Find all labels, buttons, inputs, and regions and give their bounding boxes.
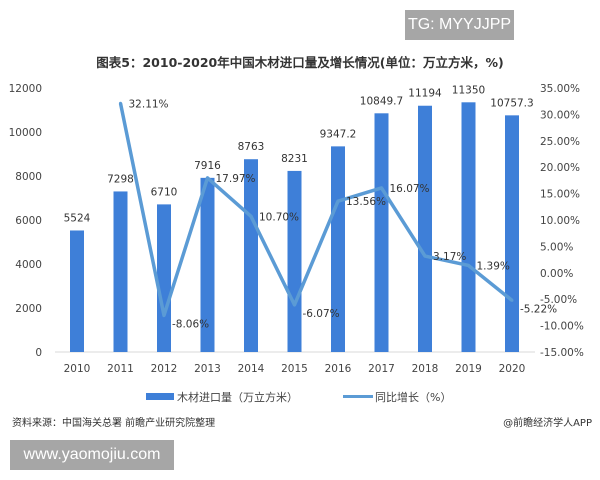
bar-2015 — [287, 170, 302, 352]
line-data-label: 13.56% — [346, 196, 386, 208]
line-data-label: -6.07% — [303, 308, 340, 320]
line-data-label: -8.06% — [172, 318, 209, 330]
source-note: 资料来源：中国海关总署 前瞻产业研究院整理 — [12, 418, 216, 429]
line-data-label: 17.97% — [216, 173, 256, 185]
right-tick-label: 15.00% — [540, 189, 580, 201]
bar-data-label: 9347.2 — [320, 128, 357, 140]
bar-data-label: 10757.3 — [490, 97, 533, 109]
bar-2012 — [157, 204, 171, 352]
bar-data-label: 7916 — [194, 160, 221, 172]
bar-2018 — [418, 105, 432, 353]
legend-bar-swatch — [146, 393, 174, 400]
legend-line-swatch — [343, 395, 373, 398]
right-tick-label: 25.00% — [540, 136, 580, 148]
x-tick-label: 2012 — [151, 363, 178, 375]
right-tick-label: 30.00% — [540, 109, 580, 121]
bar-data-label: 8763 — [238, 141, 265, 153]
chart-title: 图表5：2010-2020年中国木材进口量及增长情况(单位：万立方米，%) — [96, 55, 504, 70]
x-tick-label: 2015 — [281, 363, 308, 375]
growth-point-2016 — [336, 199, 340, 203]
growth-point-2015 — [293, 303, 296, 307]
bar-data-label: 7298 — [107, 173, 134, 185]
growth-point-2017 — [380, 186, 383, 190]
left-tick-label: 2000 — [15, 303, 42, 315]
left-tick-label: 4000 — [15, 259, 42, 271]
line-data-label: -5.22% — [520, 303, 557, 315]
x-tick-label: 2020 — [499, 363, 526, 375]
left-tick-label: 0 — [35, 347, 42, 359]
bar-data-label: 10849.7 — [360, 95, 403, 107]
bar-data-label: 5524 — [64, 212, 91, 224]
line-data-label: 3.17% — [433, 251, 466, 263]
bar-2017 — [374, 113, 389, 352]
watermark-site: www.yaomojiu.com — [10, 440, 174, 470]
growth-point-2011 — [119, 101, 122, 105]
bar-2016 — [331, 146, 345, 352]
line-data-label: 10.70% — [259, 211, 299, 223]
credit-note: @前瞻经济学人APP — [503, 418, 592, 429]
line-data-label: 32.11% — [129, 98, 169, 110]
bar-data-label: 8231 — [281, 153, 308, 165]
right-tick-label: 5.00% — [540, 241, 573, 253]
x-tick-label: 2016 — [325, 363, 352, 375]
x-tick-label: 2018 — [412, 363, 439, 375]
growth-line — [118, 102, 514, 318]
bar-2019 — [461, 102, 476, 352]
bar-data-label: 11194 — [408, 88, 442, 100]
bar-2020 — [505, 115, 519, 352]
right-tick-label: -15.00% — [540, 347, 584, 359]
legend-bar-label: 木材进口量（万立方米） — [177, 390, 298, 404]
growth-point-2018 — [423, 254, 427, 258]
legend-line-label: 同比增长（%） — [375, 390, 451, 404]
growth-point-2013 — [206, 176, 209, 180]
left-tick-label: 6000 — [15, 215, 42, 227]
growth-point-2012 — [162, 313, 166, 317]
right-tick-label: 35.00% — [540, 83, 580, 95]
x-tick-label: 2019 — [455, 363, 482, 375]
growth-point-2020 — [510, 298, 514, 302]
x-tick-label: 2014 — [238, 363, 265, 375]
watermark-tg: TG: MYYJJPP — [405, 10, 514, 40]
bar-2010 — [70, 230, 84, 352]
growth-point-2014 — [249, 214, 253, 218]
x-tick-label: 2013 — [194, 363, 221, 375]
right-tick-label: 0.00% — [540, 268, 573, 280]
bar-2014 — [244, 159, 258, 352]
x-tick-label: 2011 — [107, 363, 134, 375]
left-tick-label: 10000 — [9, 127, 42, 139]
x-tick-label: 2010 — [64, 363, 91, 375]
chart: 0 2000 4000 6000 8000 10000 12000 -15.00% -10.00… — [9, 83, 584, 404]
line-data-label: 1.39% — [477, 260, 510, 272]
right-tick-label: 20.00% — [540, 162, 580, 174]
right-tick-label: 10.00% — [540, 215, 580, 227]
right-tick-label: -5.00% — [540, 294, 577, 306]
right-tick-label: -10.00% — [540, 321, 584, 333]
bar-2013 — [200, 177, 215, 352]
x-tick-label: 2017 — [368, 363, 395, 375]
bar-data-label: 11350 — [452, 84, 485, 96]
bar-2011 — [113, 191, 128, 352]
left-tick-label: 12000 — [9, 83, 42, 95]
left-tick-label: 8000 — [15, 171, 42, 183]
growth-point-2019 — [467, 263, 470, 267]
bar-data-label: 6710 — [151, 186, 178, 198]
line-data-label: 16.07% — [390, 183, 430, 195]
